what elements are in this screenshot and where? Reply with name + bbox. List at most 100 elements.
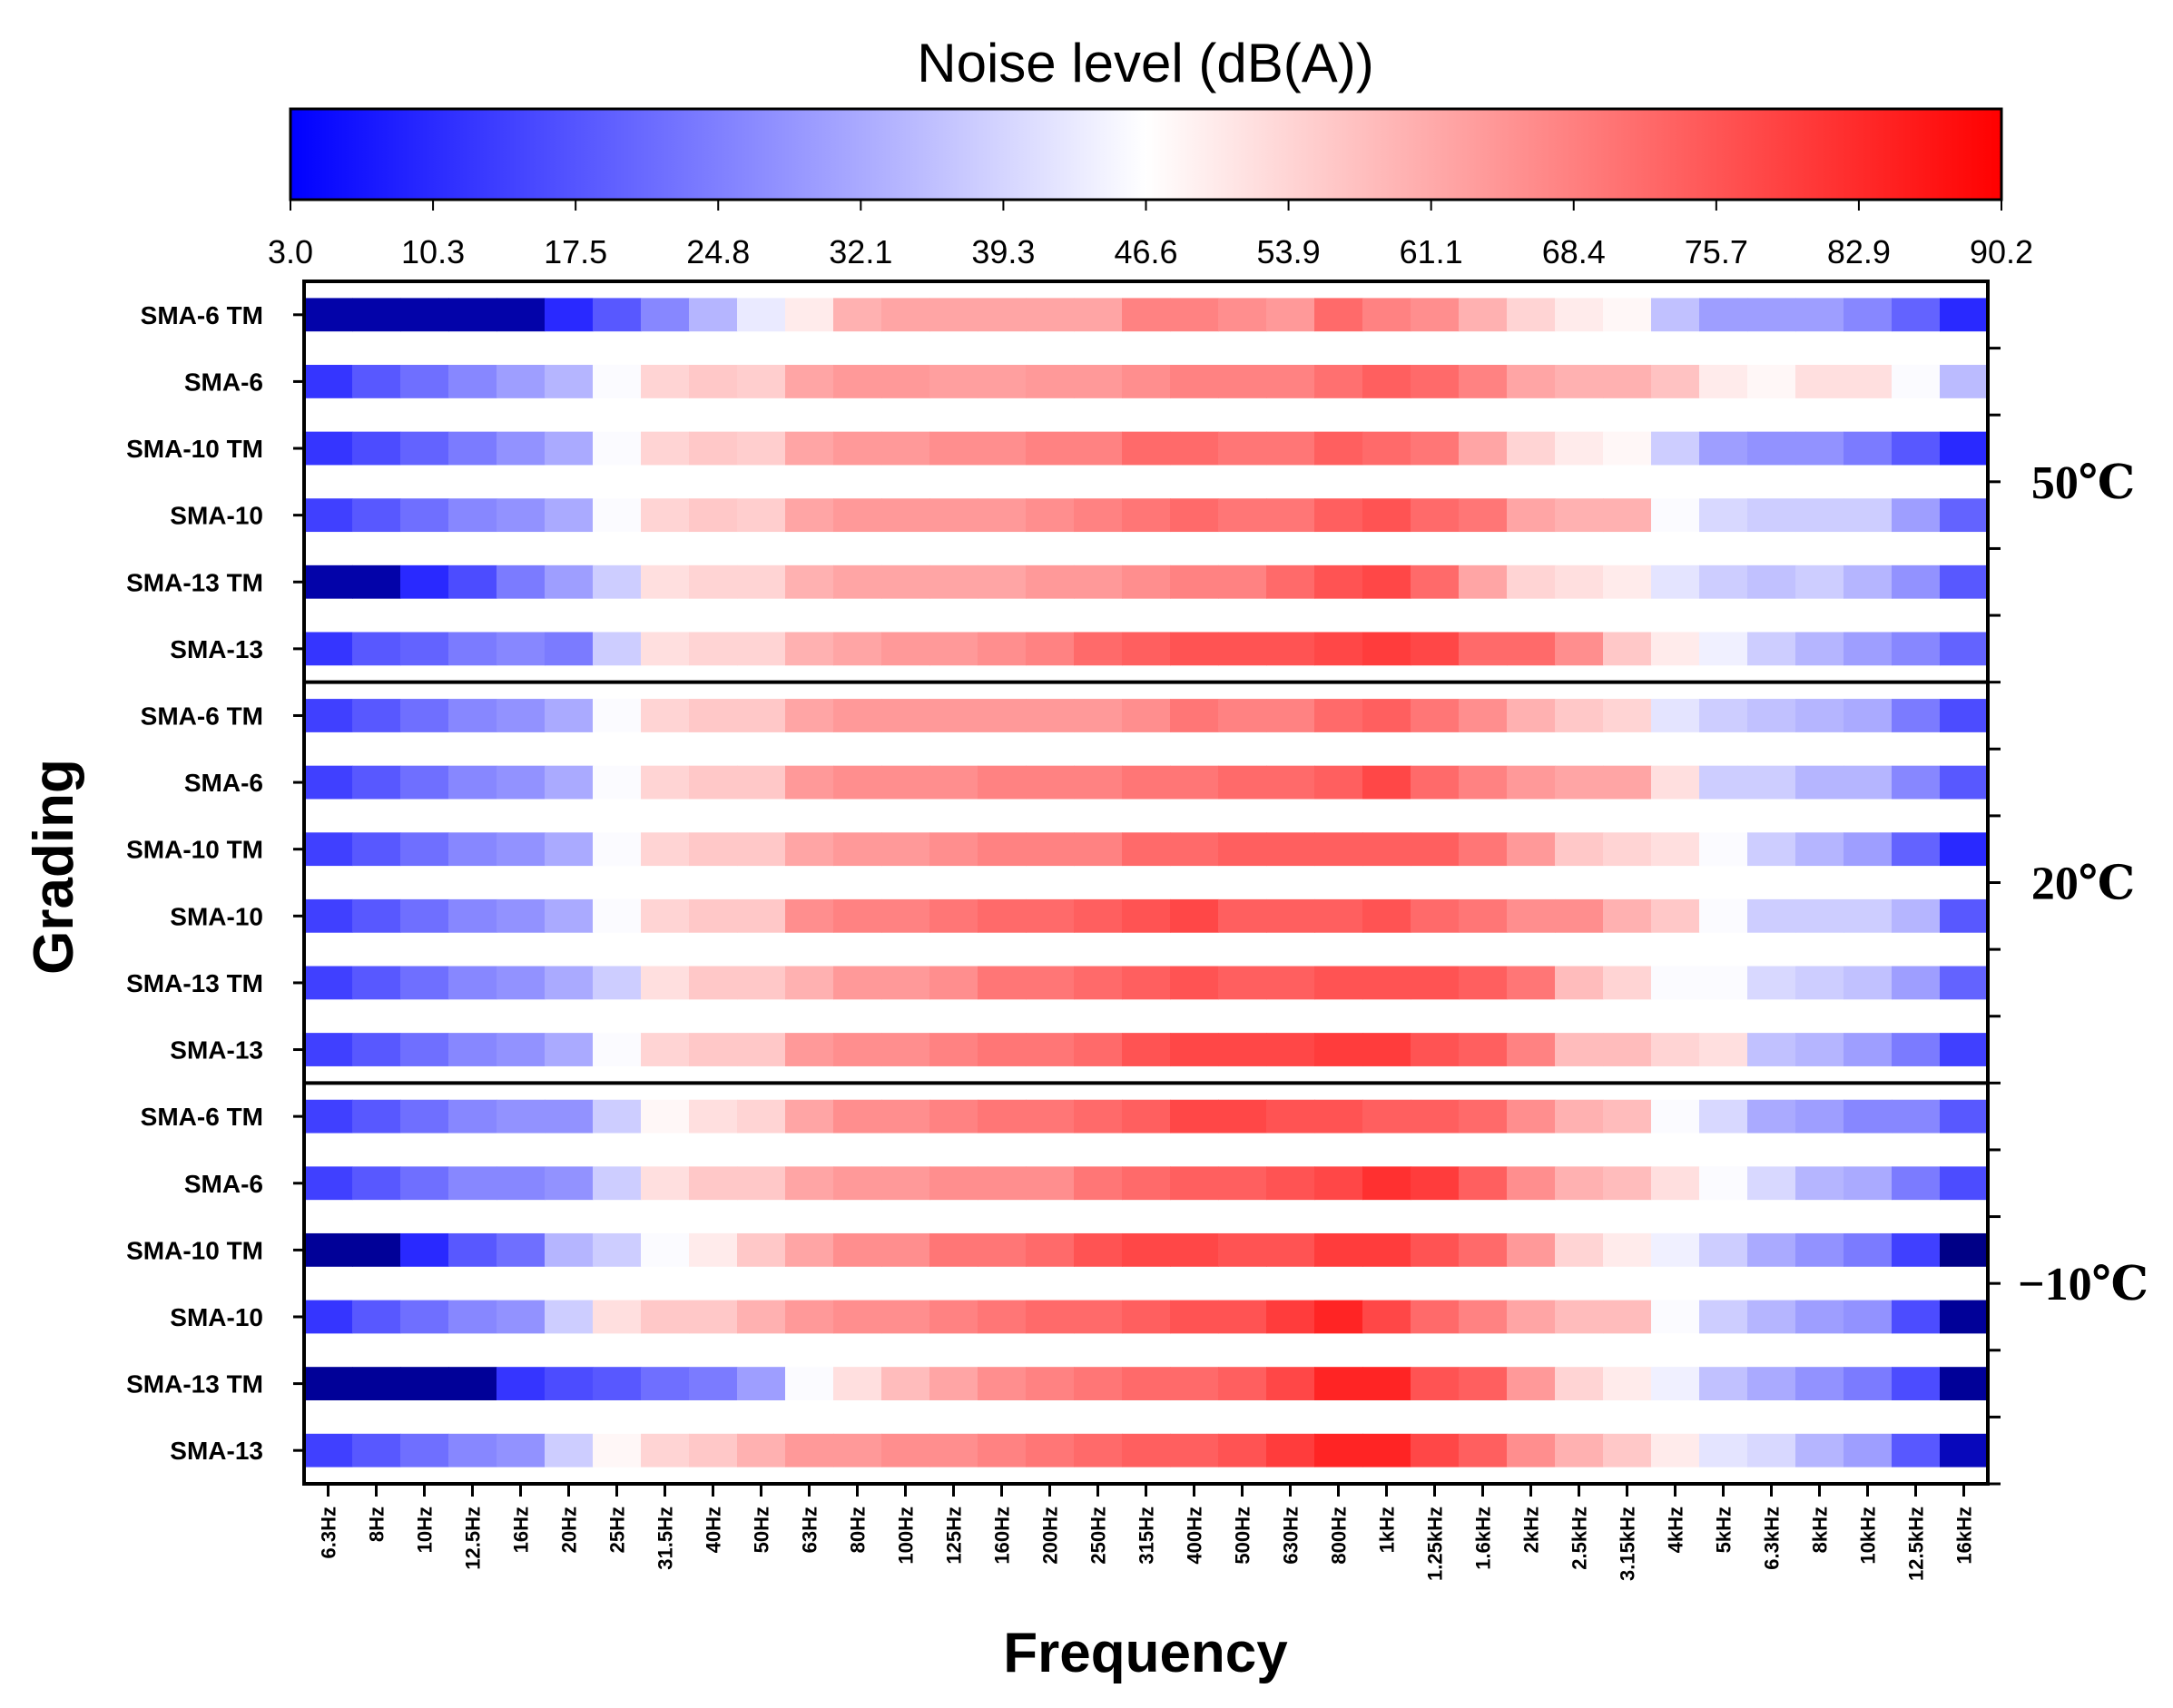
heatmap-cell xyxy=(978,1166,1027,1201)
heatmap-cell xyxy=(304,632,353,666)
heatmap-cell xyxy=(978,298,1027,332)
heatmap-cell xyxy=(1266,1367,1315,1400)
heatmap-cell xyxy=(881,699,930,732)
heatmap-cell xyxy=(400,832,449,867)
heatmap-cell xyxy=(1892,1166,1941,1201)
heatmap-cell xyxy=(593,699,642,732)
heatmap-cell xyxy=(1218,298,1267,332)
heatmap-cell xyxy=(1844,431,1893,466)
heatmap-cell xyxy=(785,1367,834,1400)
heatmap-cell xyxy=(737,966,786,1000)
heatmap-cell xyxy=(1940,832,1989,867)
heatmap-cell xyxy=(1170,298,1219,332)
heatmap-cell xyxy=(1074,1300,1123,1334)
heatmap-cell xyxy=(1651,966,1700,1000)
heatmap-cell xyxy=(304,1232,353,1267)
heatmap-cell xyxy=(881,966,930,1000)
heatmap-cell xyxy=(1314,699,1363,732)
heatmap-cell xyxy=(929,1033,978,1066)
heatmap-cell xyxy=(400,898,449,933)
heatmap-cell xyxy=(1170,1367,1219,1400)
heatmap-cell xyxy=(929,898,978,933)
heatmap-cell xyxy=(1122,1166,1171,1201)
heatmap-cell xyxy=(1459,765,1508,800)
heatmap-cell xyxy=(1122,1433,1171,1468)
heatmap-cell xyxy=(1555,1232,1604,1267)
heatmap-cell xyxy=(304,431,353,466)
heatmap-cell xyxy=(1314,1033,1363,1066)
heatmap-cell xyxy=(881,1433,930,1468)
heatmap-cell xyxy=(400,1300,449,1334)
heatmap-cell xyxy=(593,832,642,867)
heatmap-cell xyxy=(1651,431,1700,466)
row-label: SMA-10 xyxy=(170,902,263,930)
heatmap-cell xyxy=(1940,765,1989,800)
frequency-label: 12.5kHz xyxy=(1905,1507,1928,1581)
heatmap-cell xyxy=(1940,498,1989,533)
heatmap-cell xyxy=(1892,564,1941,599)
heatmap-cell xyxy=(978,832,1027,867)
heatmap-cell xyxy=(1362,365,1411,398)
heatmap-cell xyxy=(1074,365,1123,398)
heatmap-cell xyxy=(1892,1099,1941,1134)
heatmap-cell xyxy=(1459,832,1508,867)
heatmap-cell xyxy=(1122,1232,1171,1267)
heatmap-cell xyxy=(352,1433,401,1468)
heatmap-cell xyxy=(1651,765,1700,800)
heatmap-cell xyxy=(689,1033,738,1066)
heatmap-cell xyxy=(400,564,449,599)
heatmap-cell xyxy=(400,765,449,800)
heatmap-cell xyxy=(1844,1166,1893,1201)
heatmap-cell xyxy=(1218,765,1267,800)
colorbar-ticks: 3.0 10.3 17.5 24.8 32.1 39.3 46.6 53.9 61.1 68.4 7… xyxy=(268,200,2033,270)
heatmap-cell xyxy=(1795,431,1844,466)
heatmap-cell xyxy=(1314,1433,1363,1468)
heatmap-cell xyxy=(1411,1300,1460,1334)
heatmap-cell xyxy=(1747,699,1796,732)
heatmap-cell xyxy=(689,1166,738,1201)
heatmap-cell xyxy=(785,564,834,599)
heatmap-cell xyxy=(1699,966,1748,1000)
heatmap-cell xyxy=(1507,966,1556,1000)
heatmap-cell xyxy=(1459,1232,1508,1267)
frequency-label: 12.5Hz xyxy=(462,1507,485,1570)
heatmap-cell xyxy=(1266,1433,1315,1468)
heatmap-cell xyxy=(1507,699,1556,732)
heatmap-cell xyxy=(1651,298,1700,332)
heatmap-cell xyxy=(929,298,978,332)
heatmap-cell xyxy=(1362,832,1411,867)
heatmap-cell xyxy=(1507,1367,1556,1400)
heatmap-cell xyxy=(1074,298,1123,332)
heatmap-cell xyxy=(1411,765,1460,800)
heatmap-cell xyxy=(1699,431,1748,466)
heatmap-cell xyxy=(641,699,690,732)
heatmap-cell xyxy=(833,699,882,732)
heatmap-cell xyxy=(352,564,401,599)
heatmap-cell xyxy=(641,1033,690,1066)
heatmap-cell xyxy=(1026,1433,1075,1468)
heatmap-cell xyxy=(1218,966,1267,1000)
heatmap-cell xyxy=(1026,832,1075,867)
heatmap-cell xyxy=(737,1300,786,1334)
heatmap-cell xyxy=(881,298,930,332)
heatmap-cell xyxy=(1699,1300,1748,1334)
heatmap-cell xyxy=(448,699,497,732)
heatmap-cell xyxy=(497,699,546,732)
heatmap-cell xyxy=(641,632,690,666)
heatmap-cell xyxy=(1266,1033,1315,1066)
heatmap-cell xyxy=(689,564,738,599)
heatmap-cell xyxy=(1266,699,1315,732)
heatmap-cell xyxy=(978,564,1027,599)
frequency-label: 1kHz xyxy=(1376,1507,1399,1553)
heatmap-cell xyxy=(1795,1300,1844,1334)
heatmap-cell xyxy=(929,699,978,732)
heatmap-cell xyxy=(978,431,1027,466)
heatmap-cell xyxy=(352,498,401,533)
frequency-label: 5kHz xyxy=(1713,1507,1735,1553)
heatmap-cell xyxy=(785,498,834,533)
heatmap-cell xyxy=(1603,1099,1652,1134)
heatmap-cell xyxy=(545,1367,594,1400)
heatmap-cell xyxy=(1411,632,1460,666)
heatmap-cell xyxy=(1507,1433,1556,1468)
heatmap-cell xyxy=(400,1232,449,1267)
